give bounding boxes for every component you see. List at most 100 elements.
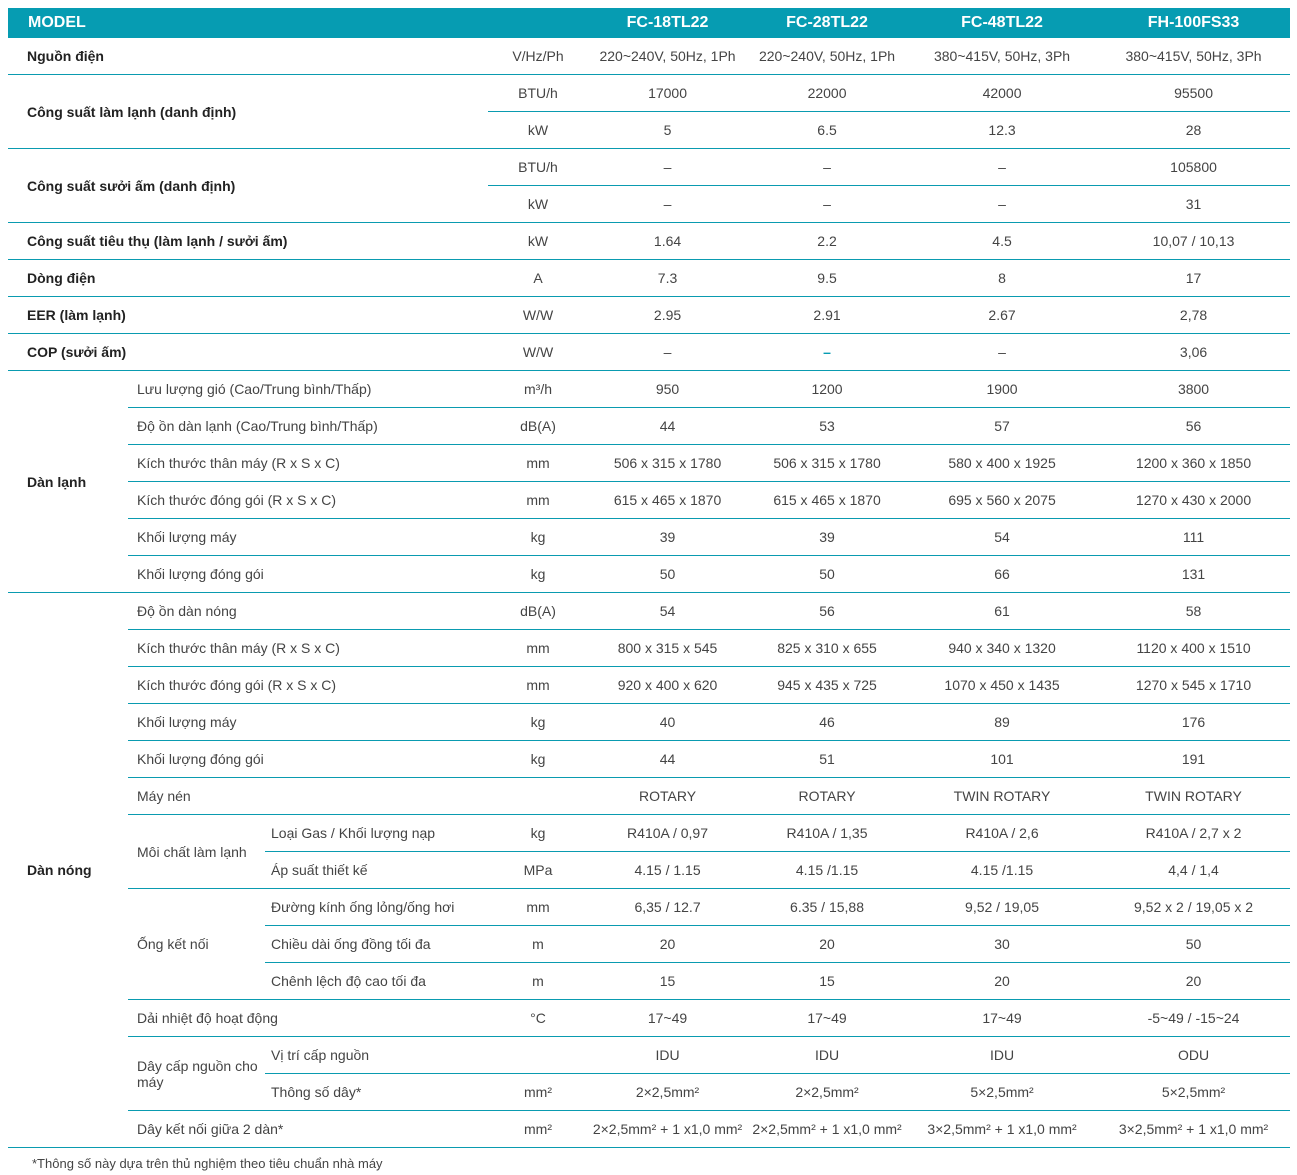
value-cell: – — [588, 333, 748, 371]
value-cell: 50 — [747, 555, 908, 593]
value-cell: 17~49 — [588, 999, 748, 1037]
row-label: Chênh lệch độ cao tối đa — [265, 962, 488, 1000]
value-cell: 3×2,5mm² + 1 x1,0 mm² — [1097, 1110, 1291, 1148]
value-cell: 42000 — [907, 74, 1098, 112]
value-cell: 57 — [907, 407, 1098, 445]
row-label: Đường kính ống lỏng/ống hơi — [265, 888, 488, 926]
value-cell: 3800 — [1097, 370, 1291, 408]
value-cell: 12.3 — [907, 111, 1098, 149]
value-cell: 17~49 — [747, 999, 908, 1037]
value-cell: 3×2,5mm² + 1 x1,0 mm² — [907, 1110, 1098, 1148]
value-cell: IDU — [907, 1036, 1098, 1074]
unit-cell: BTU/h — [488, 74, 589, 112]
value-cell: 920 x 400 x 620 — [588, 666, 748, 704]
unit-cell: m³/h — [488, 370, 589, 408]
group-label: Dàn lạnh — [8, 370, 128, 593]
value-cell: 1120 x 400 x 1510 — [1097, 629, 1291, 667]
value-cell: 22000 — [747, 74, 908, 112]
unit-cell: kg — [488, 740, 589, 778]
row-label: Khối lượng máy — [128, 703, 488, 741]
table-row: Máy nén ROTARY ROTARY TWIN ROTARY TWIN ROTAR… — [8, 777, 1291, 815]
value-cell: 95500 — [1097, 74, 1291, 112]
table-row: kW 5 6.5 12.3 28 — [8, 111, 1291, 149]
value-cell: 4.15 /1.15 — [907, 851, 1098, 889]
value-cell: 89 — [907, 703, 1098, 741]
value-cell: 940 x 340 x 1320 — [907, 629, 1098, 667]
value-cell: 1.64 — [588, 222, 748, 260]
row-label: Dòng điện — [8, 259, 488, 297]
table-row: Công suất làm lạnh (danh định) BTU/h 17000… — [8, 74, 1291, 149]
value-cell: 2×2,5mm² — [588, 1073, 748, 1111]
unit-cell: A — [488, 259, 589, 297]
table-row: Kích thước thân máy (R x S x C) mm 800 x 3… — [8, 629, 1291, 667]
value-cell: 51 — [747, 740, 908, 778]
value-cell: 2×2,5mm² + 1 x1,0 mm² — [747, 1110, 908, 1148]
value-cell: 56 — [747, 592, 908, 630]
row-label: Kích thước đóng gói (R x S x C) — [128, 481, 488, 519]
value-cell: 30 — [907, 925, 1098, 963]
value-cell: 15 — [588, 962, 748, 1000]
table-row: Dây kết nối giữa 2 dàn* mm² 2×2,5mm² + 1 x… — [8, 1110, 1291, 1148]
value-cell: 1270 x 430 x 2000 — [1097, 481, 1291, 519]
value-cell: 1270 x 545 x 1710 — [1097, 666, 1291, 704]
value-cell: IDU — [747, 1036, 908, 1074]
table-row: Dải nhiệt độ hoạt động °C 17~49 17~49 17~49-… — [8, 999, 1291, 1037]
value-cell: 176 — [1097, 703, 1291, 741]
value-cell: 220~240V, 50Hz, 1Ph — [588, 38, 748, 75]
value-cell: 50 — [588, 555, 748, 593]
value-cell: 950 — [588, 370, 748, 408]
subgroup-label: Dây cấp nguồn cho máy — [128, 1036, 265, 1111]
value-cell: 6.35 / 15,88 — [747, 888, 908, 926]
value-cell: 4.5 — [907, 222, 1098, 260]
unit-cell: kW — [488, 222, 589, 260]
value-cell: 131 — [1097, 555, 1291, 593]
value-cell: – — [747, 185, 908, 223]
row-label: Chiều dài ống đồng tối đa — [265, 925, 488, 963]
table-row: kW – – –31 — [8, 185, 1291, 223]
table-row: Dây cấp nguồn cho máy Vị trí cấp nguồn IDU… — [8, 1036, 1291, 1111]
value-cell: 40 — [588, 703, 748, 741]
unit-cell: BTU/h — [488, 148, 589, 186]
model-name: FC-28TL22 — [747, 8, 908, 38]
table-row: Công suất sưởi ấm (danh định) BTU/h – – –105… — [8, 148, 1291, 223]
value-cell: 380~415V, 50Hz, 3Ph — [1097, 38, 1291, 75]
value-cell: 1070 x 450 x 1435 — [907, 666, 1098, 704]
table-row: Công suất tiêu thụ (làm lạnh / sưởi ấm) k… — [8, 222, 1291, 260]
value-cell: 2.2 — [747, 222, 908, 260]
value-cell: – — [907, 185, 1098, 223]
model-name: FC-48TL22 — [907, 8, 1098, 38]
value-cell: 945 x 435 x 725 — [747, 666, 908, 704]
value-cell: 4,4 / 1,4 — [1097, 851, 1291, 889]
value-cell: 20 — [588, 925, 748, 963]
unit-cell: V/Hz/Ph — [488, 38, 589, 75]
value-cell: 9,52 x 2 / 19,05 x 2 — [1097, 888, 1291, 926]
row-label: Nguồn điện — [8, 38, 488, 75]
table-row: Khối lượng đóng gói kg 44 51 101 191 — [8, 740, 1291, 778]
table-row: Nguồn điện V/Hz/Ph 220~240V, 50Hz, 1Ph 220~… — [8, 38, 1291, 75]
row-label: Công suất sưởi ấm (danh định) — [8, 148, 488, 223]
row-label: Kích thước thân máy (R x S x C) — [128, 629, 488, 667]
row-label: Lưu lượng gió (Cao/Trung bình/Thấp) — [128, 370, 488, 408]
table-row: Thông số dây* mm² 2×2,5mm² 2×2,5mm² 5×2,5mm²… — [8, 1073, 1291, 1111]
value-cell: – — [907, 148, 1098, 186]
value-cell: 53 — [747, 407, 908, 445]
model-name: FH-100FS33 — [1097, 8, 1291, 38]
unit-cell: W/W — [488, 296, 589, 334]
value-cell: R410A / 0,97 — [588, 814, 748, 852]
unit-cell: dB(A) — [488, 592, 589, 630]
unit-cell: kg — [488, 703, 589, 741]
unit-cell — [488, 777, 589, 815]
table-row: Khối lượng đóng gói kg 50 50 66 131 — [8, 555, 1291, 593]
value-cell: R410A / 2,7 x 2 — [1097, 814, 1291, 852]
row-label: Dải nhiệt độ hoạt động — [128, 999, 488, 1037]
value-cell: 50 — [1097, 925, 1291, 963]
value-cell: 2×2,5mm² — [747, 1073, 908, 1111]
row-label: EER (làm lạnh) — [8, 296, 488, 334]
table-row: Dàn nóng Độ ồn dàn nóng dB(A) 54 56 61 58 — [8, 592, 1291, 1148]
group-label: Dàn nóng — [8, 592, 128, 1148]
table-row: Chiều dài ống đồng tối đa m 20 20 30 50 — [8, 925, 1291, 963]
unit-cell: °C — [488, 999, 589, 1037]
value-cell: – — [907, 333, 1098, 371]
value-cell: – — [747, 333, 908, 371]
value-cell: – — [747, 148, 908, 186]
